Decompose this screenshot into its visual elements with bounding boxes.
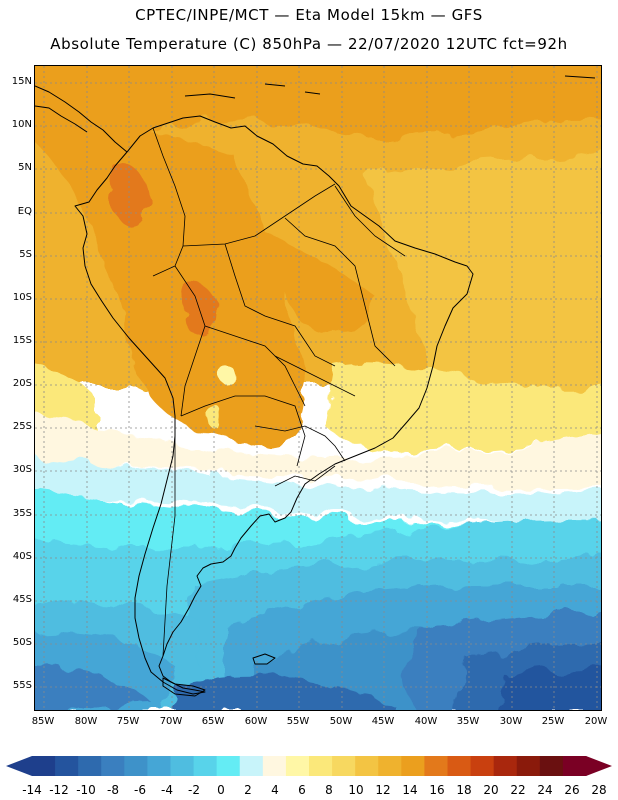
lat-label: EQ: [17, 206, 32, 217]
title-line-1: CPTEC/INPE/MCT — Eta Model 15km — GFS: [135, 6, 483, 24]
colorbar-swatch: [147, 756, 171, 776]
lat-label: 5S: [19, 249, 32, 260]
colorbar-swatch: [32, 756, 56, 776]
lat-label: 50S: [12, 637, 32, 648]
colorbar-label: 14: [402, 783, 418, 797]
colorbar-swatch: [562, 756, 587, 776]
lat-label: 30S: [12, 464, 32, 475]
colorbar-label: 12: [375, 783, 391, 797]
colorbar-label: 28: [591, 783, 607, 797]
colorbar-label: 4: [271, 783, 279, 797]
colorbar-swatch: [355, 756, 379, 776]
temperature-field: [35, 66, 601, 710]
colorbar-swatch: [262, 756, 287, 776]
colorbar-label: -12: [49, 783, 69, 797]
colorbar-swatch: [378, 756, 402, 776]
colorbar-label: 6: [298, 783, 306, 797]
colorbar-label: -10: [76, 783, 96, 797]
colorbar-swatch: [78, 756, 102, 776]
lat-label: 45S: [12, 594, 32, 605]
lat-label: 15S: [12, 335, 32, 346]
lon-label: 80W: [74, 716, 98, 727]
colorbar-swatch: [401, 756, 425, 776]
colorbar-swatch: [539, 756, 564, 776]
lon-label: 75W: [116, 716, 140, 727]
colorbar-swatch: [470, 756, 495, 776]
lon-label: 60W: [244, 716, 268, 727]
caribbean-islands: [184, 75, 596, 99]
lat-label: 40S: [12, 551, 32, 562]
colorbar-label: 8: [325, 783, 333, 797]
colorbar-label: 18: [456, 783, 472, 797]
colorbar-swatch: [101, 756, 125, 776]
colorbar-label: 20: [483, 783, 499, 797]
map-panel[interactable]: [34, 65, 602, 711]
colorbar-swatch: [216, 756, 241, 776]
country-borders: [152, 127, 406, 657]
tierra-del-fuego: [162, 677, 206, 697]
colorbar-label: -6: [134, 783, 146, 797]
colorbar-label: 24: [537, 783, 553, 797]
colorbar-swatch: [309, 756, 333, 776]
colorbar-swatch: [239, 756, 264, 776]
lat-label: 35S: [12, 508, 32, 519]
colorbar-swatch: [493, 756, 518, 776]
lat-label: 15N: [11, 76, 32, 87]
colorbar-label: -8: [107, 783, 119, 797]
falkland-islands: [252, 653, 276, 665]
colorbar-swatch: [193, 756, 218, 776]
colorbar-label: 2: [244, 783, 252, 797]
lon-label: 40W: [414, 716, 438, 727]
central-america-coastline: [35, 85, 128, 153]
colorbar-label: -14: [22, 783, 42, 797]
colorbar-swatch: [55, 756, 79, 776]
lon-label: 55W: [286, 716, 310, 727]
colorbar-swatch: [332, 756, 356, 776]
colorbar-label: -4: [161, 783, 173, 797]
colorbar-swatch: [424, 756, 448, 776]
lon-label: 20W: [584, 716, 608, 727]
colorbar-swatch: [516, 756, 541, 776]
colorbar-swatch: [447, 756, 472, 776]
lat-label: 5N: [18, 162, 32, 173]
colorbar: [6, 756, 612, 776]
colorbar-label: 10: [348, 783, 364, 797]
lon-label: 50W: [329, 716, 353, 727]
colorbar-label: 26: [564, 783, 580, 797]
lon-label: 35W: [456, 716, 480, 727]
lat-label: 10N: [11, 119, 32, 130]
temperature-map[interactable]: [35, 66, 602, 711]
colorbar-max-arrow: [586, 756, 612, 776]
colorbar-min-arrow: [6, 756, 32, 776]
colorbar-label: -2: [188, 783, 200, 797]
colorbar-swatch: [170, 756, 195, 776]
colorbar-label: 22: [510, 783, 526, 797]
south-america-coastline: [74, 115, 474, 695]
lon-label: 70W: [159, 716, 183, 727]
lat-label: 25S: [12, 421, 32, 432]
coastlines: [35, 75, 596, 697]
colorbar-swatch: [124, 756, 148, 776]
lat-label: 20S: [12, 378, 32, 389]
lon-label: 30W: [499, 716, 523, 727]
colorbar-label: 0: [217, 783, 225, 797]
colorbar-label: 16: [429, 783, 445, 797]
lon-label: 45W: [371, 716, 395, 727]
lon-label: 85W: [31, 716, 55, 727]
lat-label: 10S: [12, 292, 32, 303]
title-line-2: Absolute Temperature (C) 850hPa — 22/07/…: [50, 35, 568, 53]
colorbar-swatch: [285, 756, 310, 776]
lat-label: 55S: [12, 680, 32, 691]
lon-label: 65W: [201, 716, 225, 727]
lon-label: 25W: [541, 716, 565, 727]
